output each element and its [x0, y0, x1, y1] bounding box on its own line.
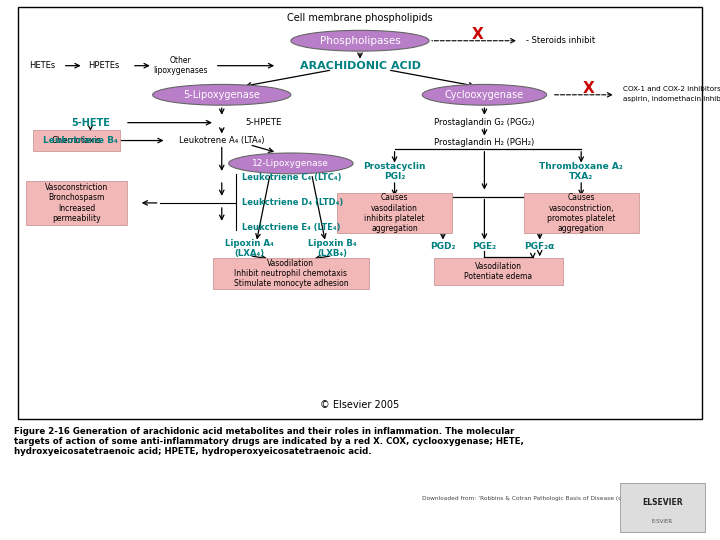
- Text: 5-Lipoxygenase: 5-Lipoxygenase: [184, 90, 260, 100]
- FancyBboxPatch shape: [434, 258, 562, 285]
- FancyBboxPatch shape: [337, 193, 452, 233]
- FancyBboxPatch shape: [621, 483, 705, 532]
- Text: PGE₂: PGE₂: [472, 242, 497, 251]
- Text: - Steroids inhibit: - Steroids inhibit: [526, 36, 595, 45]
- Text: Causes
vasodilation
inhibits platelet
aggregation: Causes vasodilation inhibits platelet ag…: [364, 193, 425, 233]
- Text: Prostacyclin
PGI₂: Prostacyclin PGI₂: [364, 162, 426, 181]
- Text: © Elsevier 2005: © Elsevier 2005: [320, 400, 400, 409]
- Text: ARACHIDONIC ACID: ARACHIDONIC ACID: [300, 60, 420, 71]
- Text: PGD₂: PGD₂: [430, 242, 456, 251]
- Ellipse shape: [422, 84, 546, 105]
- Text: HETEs: HETEs: [29, 61, 55, 70]
- Text: 12-Lipoxygenase: 12-Lipoxygenase: [253, 159, 329, 168]
- Text: Vasodilation
Potentiate edema: Vasodilation Potentiate edema: [464, 262, 532, 281]
- Text: Downloaded from: ‘Robbins & Cotran Pathologic Basis of Disease (on 15 August 200: Downloaded from: ‘Robbins & Cotran Patho…: [422, 496, 706, 501]
- Text: Cyclooxygenase: Cyclooxygenase: [445, 90, 524, 100]
- Text: Leukctriene C₄ (LTC₄): Leukctriene C₄ (LTC₄): [243, 173, 342, 183]
- Text: aspirin, indomethacin inhibit: aspirin, indomethacin inhibit: [623, 96, 720, 102]
- Text: Phospholipases: Phospholipases: [320, 36, 400, 46]
- Text: Causes
vasoconstriction,
promotes platelet
aggregation: Causes vasoconstriction, promotes platel…: [547, 193, 616, 233]
- Text: X: X: [472, 27, 483, 42]
- Text: X: X: [582, 80, 594, 96]
- Text: Lipoxin A₄
(LXA₄): Lipoxin A₄ (LXA₄): [225, 239, 274, 258]
- Text: Cell membrane phospholipids: Cell membrane phospholipids: [287, 13, 433, 23]
- FancyBboxPatch shape: [26, 181, 127, 225]
- Text: © 2005 Elsevier: © 2005 Elsevier: [657, 520, 706, 525]
- Text: Vasoconstriction
Bronchospasm
Increased
permeability: Vasoconstriction Bronchospasm Increased …: [45, 183, 108, 223]
- Text: ELSEVIER: ELSEVIER: [642, 498, 683, 507]
- FancyBboxPatch shape: [213, 258, 369, 289]
- Text: Leukctriene E₄ (LTE₄): Leukctriene E₄ (LTE₄): [243, 224, 341, 232]
- Text: Vasodilation
Inhibit neutrophil chemotaxis
Stimulate monocyte adhesion: Vasodilation Inhibit neutrophil chemotax…: [233, 259, 348, 288]
- Text: Leukotriene B₄: Leukotriene B₄: [42, 136, 117, 145]
- Ellipse shape: [229, 153, 353, 174]
- Text: 5-HPETE: 5-HPETE: [245, 118, 282, 127]
- Text: Other
lipoxygenases: Other lipoxygenases: [153, 56, 207, 76]
- Text: Prostaglandin H₂ (PGH₂): Prostaglandin H₂ (PGH₂): [434, 138, 534, 147]
- Text: Leukctriene D₄ (LTD₄): Leukctriene D₄ (LTD₄): [243, 198, 343, 207]
- FancyBboxPatch shape: [524, 193, 639, 233]
- Text: Chemotaxis: Chemotaxis: [52, 136, 102, 145]
- Text: HPETEs: HPETEs: [89, 61, 120, 70]
- Text: COX-1 and COX-2 inhibitors,: COX-1 and COX-2 inhibitors,: [623, 85, 720, 92]
- Ellipse shape: [153, 84, 291, 105]
- Text: Leukotrene A₄ (LTA₄): Leukotrene A₄ (LTA₄): [179, 136, 264, 145]
- FancyBboxPatch shape: [18, 8, 702, 419]
- Text: E·SVIER: E·SVIER: [652, 518, 673, 524]
- Ellipse shape: [291, 30, 429, 51]
- Text: Prostaglandin G₂ (PGG₂): Prostaglandin G₂ (PGG₂): [434, 118, 535, 127]
- Text: Thromboxane A₂
TXA₂: Thromboxane A₂ TXA₂: [539, 162, 623, 181]
- Text: PGF₂α: PGF₂α: [525, 242, 555, 251]
- Text: 5-HETE: 5-HETE: [71, 118, 110, 127]
- Text: Figure 2-16 Generation of arachidonic acid metabolites and their roles in inflam: Figure 2-16 Generation of arachidonic ac…: [14, 427, 524, 456]
- Text: Lipoxin B₄
(LXB₄): Lipoxin B₄ (LXB₄): [308, 239, 356, 258]
- FancyBboxPatch shape: [33, 130, 120, 151]
